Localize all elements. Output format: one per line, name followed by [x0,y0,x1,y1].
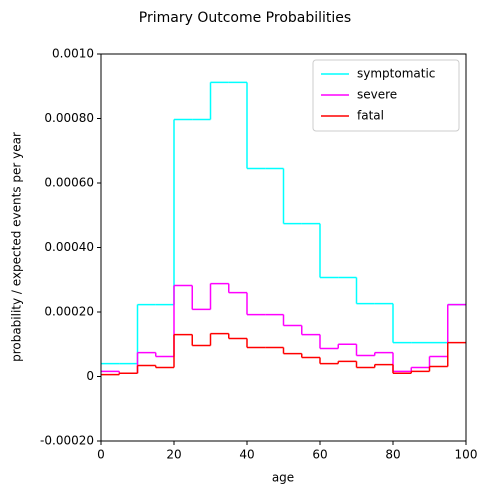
legend-label: severe [357,88,397,102]
y-tick-label: 0.00020 [44,305,94,319]
legend-label: fatal [357,109,384,123]
y-tick-label: 0 [86,369,94,383]
x-axis-label: age [272,471,294,485]
y-tick-label: 0.00080 [44,111,94,125]
y-tick-label: -0.00020 [40,434,94,448]
y-tick-label: 0.00040 [44,240,94,254]
y-tick-label: 0.0010 [52,47,94,61]
y-axis-label: probability / expected events per year [10,132,24,362]
x-tick-label: 60 [312,448,327,462]
x-tick-label: 20 [166,448,181,462]
plot-frame [100,53,467,442]
y-tick-label: 0.00060 [44,176,94,190]
x-tick-label: 0 [97,448,105,462]
x-tick-label: 40 [239,448,254,462]
x-tick-label: 100 [455,448,478,462]
legend-box [312,59,460,132]
chart-title: Primary Outcome Probabilities [139,10,351,26]
legend-label: symptomatic [357,67,435,81]
x-tick-label: 80 [385,448,400,462]
